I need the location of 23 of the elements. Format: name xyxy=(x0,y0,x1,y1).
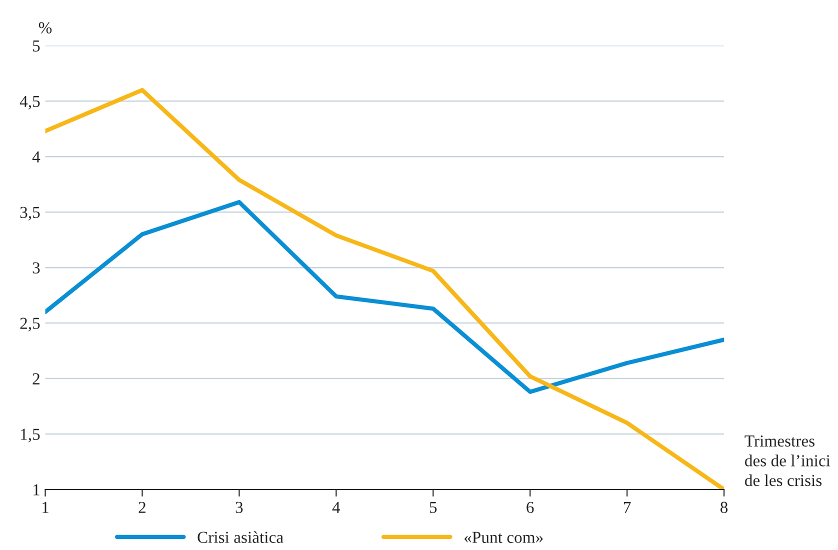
x-tick-label: 1 xyxy=(42,502,48,513)
y-tick-label: 5 xyxy=(33,40,40,52)
y-tick-label: 4,5 xyxy=(20,96,40,110)
x-tick-label: 7 xyxy=(624,502,631,513)
x-axis-title: Trimestres des de l’inici de les crisis xyxy=(744,435,830,486)
y-tick-label: 2 xyxy=(32,373,40,384)
y-tick-label: 3,5 xyxy=(20,206,40,220)
x-tick-label: 2 xyxy=(138,502,146,513)
y-tick-label: 4 xyxy=(32,151,40,162)
x-tick-label: 4 xyxy=(332,502,340,513)
x-tick-label: 3 xyxy=(236,502,243,514)
legend-label: Crisi asiàtica xyxy=(198,531,284,543)
y-tick-label: 1,5 xyxy=(21,428,40,442)
x-tick-label: 6 xyxy=(526,502,534,514)
line-series xyxy=(45,88,724,490)
y-tick-label: 2,5 xyxy=(20,318,40,332)
x-tick-label: 8 xyxy=(720,502,728,514)
y-tick-label: 3 xyxy=(32,262,40,274)
y-tick-label: 1 xyxy=(34,484,40,496)
y-axis-title: % xyxy=(38,22,52,34)
line-series xyxy=(45,200,724,394)
x-tick-label: 5 xyxy=(430,502,437,514)
legend-label: «Punt com» xyxy=(464,532,543,543)
